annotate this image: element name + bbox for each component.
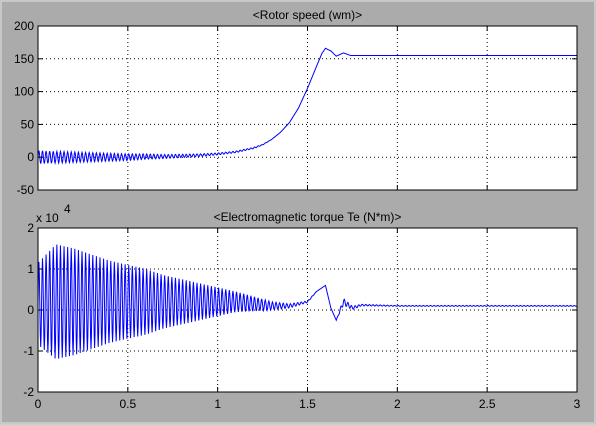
series-trace [38,244,577,359]
x-tick-label: 2 [394,397,401,411]
y-tick-label: 150 [14,52,34,66]
y-tick-label: 50 [21,117,35,131]
rotor-speed-plot: -50 0 50 100 150 200 <Rotor speed (wm)> [14,8,578,197]
x-tick-label: 1 [214,397,221,411]
x-tick-label: 1.5 [299,397,316,411]
x-tick-label: 3 [574,397,581,411]
plot-title: <Electromagnetic torque Te (N*m)> [214,210,402,224]
y-tick-label: -50 [17,183,35,197]
y-tick-label: 100 [14,85,34,99]
y-tick-label: 200 [14,19,34,33]
y-tick-label: 2 [27,221,34,235]
x-tick-label: 2.5 [479,397,496,411]
y-tick-label: 0 [27,150,34,164]
y-tick-label: -2 [23,385,34,399]
electromagnetic-torque-plot: -2 -1 0 1 2 0 0.5 1 1.5 2 2.5 3 <Electromagnetic tor… [23,202,580,411]
y-exponent-power: 4 [64,202,71,216]
y-tick-label: 1 [27,262,34,276]
y-exponent-label: x 10 [36,211,59,225]
plot-title: <Rotor speed (wm)> [253,8,362,22]
y-tick-label: -1 [23,344,34,358]
x-tick-label: 0.5 [119,397,136,411]
x-tick-label: 0 [35,397,42,411]
series-trace [38,47,577,166]
y-tick-label: 0 [27,303,34,317]
